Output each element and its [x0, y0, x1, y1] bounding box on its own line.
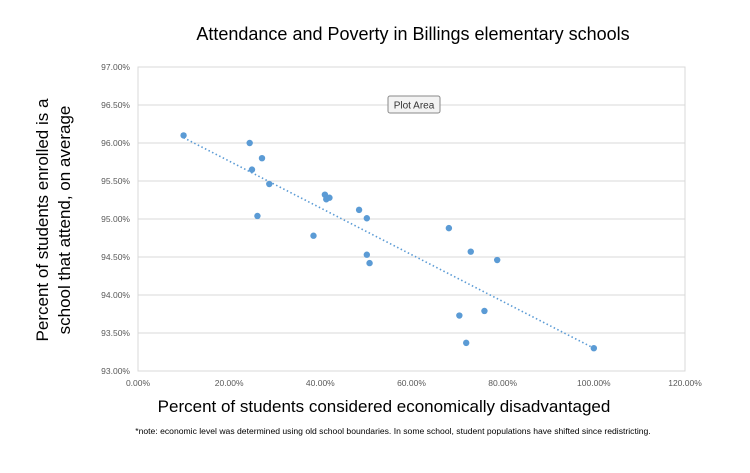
data-point [456, 312, 463, 319]
footnote: *note: economic level was determined usi… [135, 426, 650, 436]
plot-area-tooltip: Plot Area [387, 95, 441, 114]
data-point [355, 206, 363, 214]
data-point [363, 215, 371, 222]
x-tick-label: 40.00% [306, 378, 335, 388]
data-point [248, 166, 256, 173]
y-tick-label: 94.50% [101, 252, 130, 262]
data-point [481, 307, 488, 315]
y-axis-label-line2: school that attend, on average [55, 106, 74, 335]
data-point [463, 339, 470, 347]
data-point [590, 345, 598, 352]
x-tick-label: 20.00% [215, 378, 244, 388]
y-tick-label: 94.00% [101, 290, 130, 300]
y-tick-label: 96.50% [101, 100, 130, 110]
data-point [326, 194, 333, 201]
data-point [258, 155, 266, 162]
trendline-group [183, 136, 595, 349]
x-tick-label: 60.00% [397, 378, 426, 388]
data-point [266, 180, 273, 188]
y-axis-label-line1: Percent of students enrolled is a [33, 98, 52, 341]
gridlines [138, 66, 685, 372]
data-point [363, 251, 371, 258]
data-point [493, 256, 501, 264]
y-axis-ticks: 97.00% 96.50% 96.00% 95.50% 95.00% 94.50% 94.0… [101, 62, 130, 376]
x-tick-label: 80.00% [488, 378, 517, 388]
data-point [445, 224, 453, 232]
data-point [467, 248, 474, 255]
x-tick-label: 100.00% [577, 378, 611, 388]
y-tick-label: 97.00% [101, 62, 130, 72]
data-point [246, 139, 253, 147]
data-point [366, 259, 373, 267]
data-point [310, 232, 317, 239]
plot-area-tooltip-text: Plot Area [394, 101, 435, 112]
x-axis-ticks: 0.00% 20.00% 40.00% 60.00% 80.00% 100.00% 120.… [126, 378, 702, 388]
x-axis-label: Percent of students considered economica… [158, 397, 611, 416]
x-tick-label: 0.00% [126, 378, 151, 388]
x-tick-label: 120.00% [668, 378, 702, 388]
trendline [183, 136, 595, 349]
y-tick-label: 96.00% [101, 138, 130, 148]
chart-title: Attendance and Poverty in Billings eleme… [196, 24, 629, 44]
y-tick-label: 95.50% [101, 176, 130, 186]
data-point [254, 212, 261, 220]
y-tick-label: 93.50% [101, 328, 130, 338]
y-tick-label: 93.00% [101, 366, 130, 376]
y-tick-label: 95.00% [101, 214, 130, 224]
data-points [180, 132, 598, 352]
data-point [180, 132, 187, 139]
